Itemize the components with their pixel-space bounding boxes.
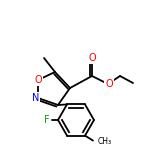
Text: O: O (88, 53, 96, 63)
Text: F: F (44, 115, 50, 125)
Text: O: O (34, 75, 42, 85)
Text: O: O (105, 79, 113, 89)
Text: CH₃: CH₃ (98, 137, 112, 146)
Text: N: N (32, 93, 40, 103)
